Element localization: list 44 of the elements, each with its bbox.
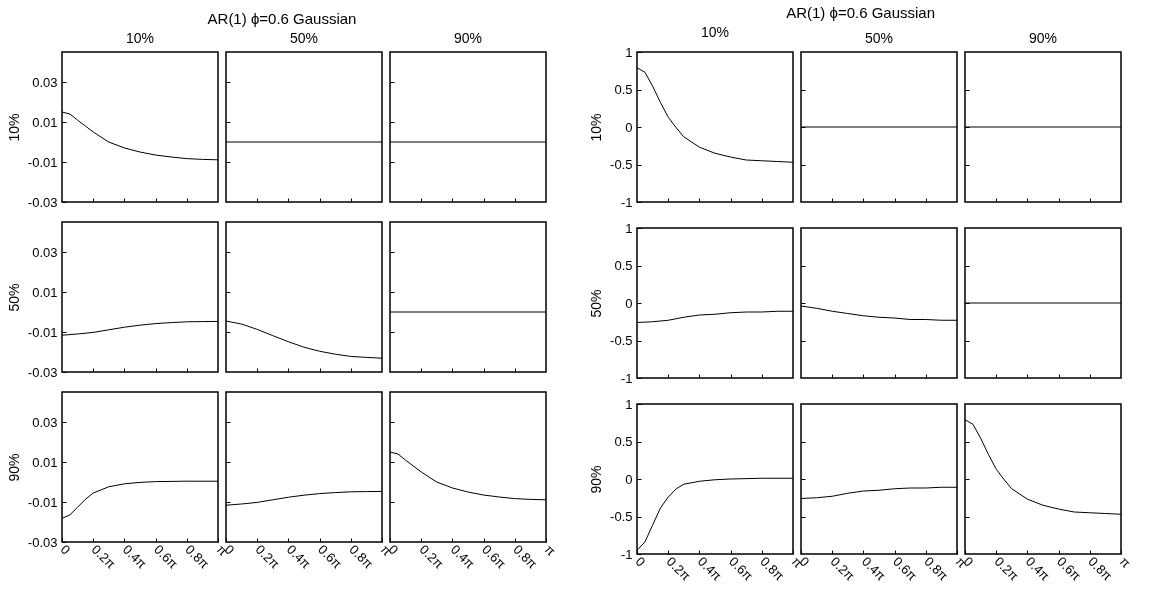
y-tick-label: -0.01 bbox=[27, 154, 58, 170]
y-tick-label: 1 bbox=[625, 44, 633, 60]
x-tick-label: π bbox=[1116, 553, 1134, 571]
y-tick-label: -0.03 bbox=[27, 194, 58, 210]
y-tick-label: 1 bbox=[625, 220, 633, 236]
y-tick-label: 0.01 bbox=[32, 454, 58, 470]
y-tick-label: -0.03 bbox=[27, 364, 58, 380]
y-tick-label: -1 bbox=[620, 370, 633, 386]
chart-subtitle: 50% bbox=[864, 30, 894, 46]
y-tick-label: 0.03 bbox=[32, 74, 58, 90]
y-tick-label: 0.03 bbox=[32, 414, 58, 430]
chart-title: AR(1) ϕ=0.6 Gaussian bbox=[207, 10, 357, 28]
y-axis-title: 10% bbox=[5, 113, 22, 142]
y-axis-title: 90% bbox=[5, 453, 22, 482]
y-tick-label: 0.01 bbox=[32, 114, 58, 130]
chart-title: AR(1) ϕ=0.6 Gaussian bbox=[786, 4, 936, 22]
y-tick-label: -0.5 bbox=[610, 157, 633, 172]
chart-subtitle: 10% bbox=[700, 24, 730, 40]
y-tick-label: -0.01 bbox=[27, 494, 58, 510]
chart-subtitle: 10% bbox=[125, 30, 155, 46]
y-tick-label: 0 bbox=[625, 119, 633, 135]
chart-subtitle: 90% bbox=[1028, 30, 1058, 46]
y-tick-label: 1 bbox=[625, 396, 633, 412]
y-tick-label: 0.03 bbox=[32, 244, 58, 260]
y-axis-title: 90% bbox=[588, 465, 605, 494]
y-tick-label: -1 bbox=[620, 546, 633, 562]
y-tick-label: 0 bbox=[625, 295, 633, 311]
y-axis-title: 50% bbox=[588, 289, 605, 318]
chart-subtitle: 90% bbox=[453, 30, 483, 46]
y-tick-label: 0.01 bbox=[32, 284, 58, 300]
y-tick-label: -1 bbox=[620, 194, 633, 210]
y-tick-label: 0.5 bbox=[614, 434, 633, 449]
y-tick-label: -0.5 bbox=[610, 509, 633, 524]
y-axis-title: 50% bbox=[5, 283, 22, 312]
y-tick-label: 0.5 bbox=[614, 82, 633, 97]
y-tick-label: 0.5 bbox=[614, 258, 633, 273]
chart-subtitle: 50% bbox=[289, 30, 319, 46]
x-tick-label: 0 bbox=[57, 541, 74, 558]
y-axis-title: 10% bbox=[588, 113, 605, 142]
x-tick-label: π bbox=[541, 541, 559, 559]
y-tick-label: -0.5 bbox=[610, 333, 633, 348]
y-tick-label: -0.03 bbox=[27, 534, 58, 550]
y-tick-label: -0.01 bbox=[27, 324, 58, 340]
y-tick-label: 0 bbox=[625, 471, 633, 487]
